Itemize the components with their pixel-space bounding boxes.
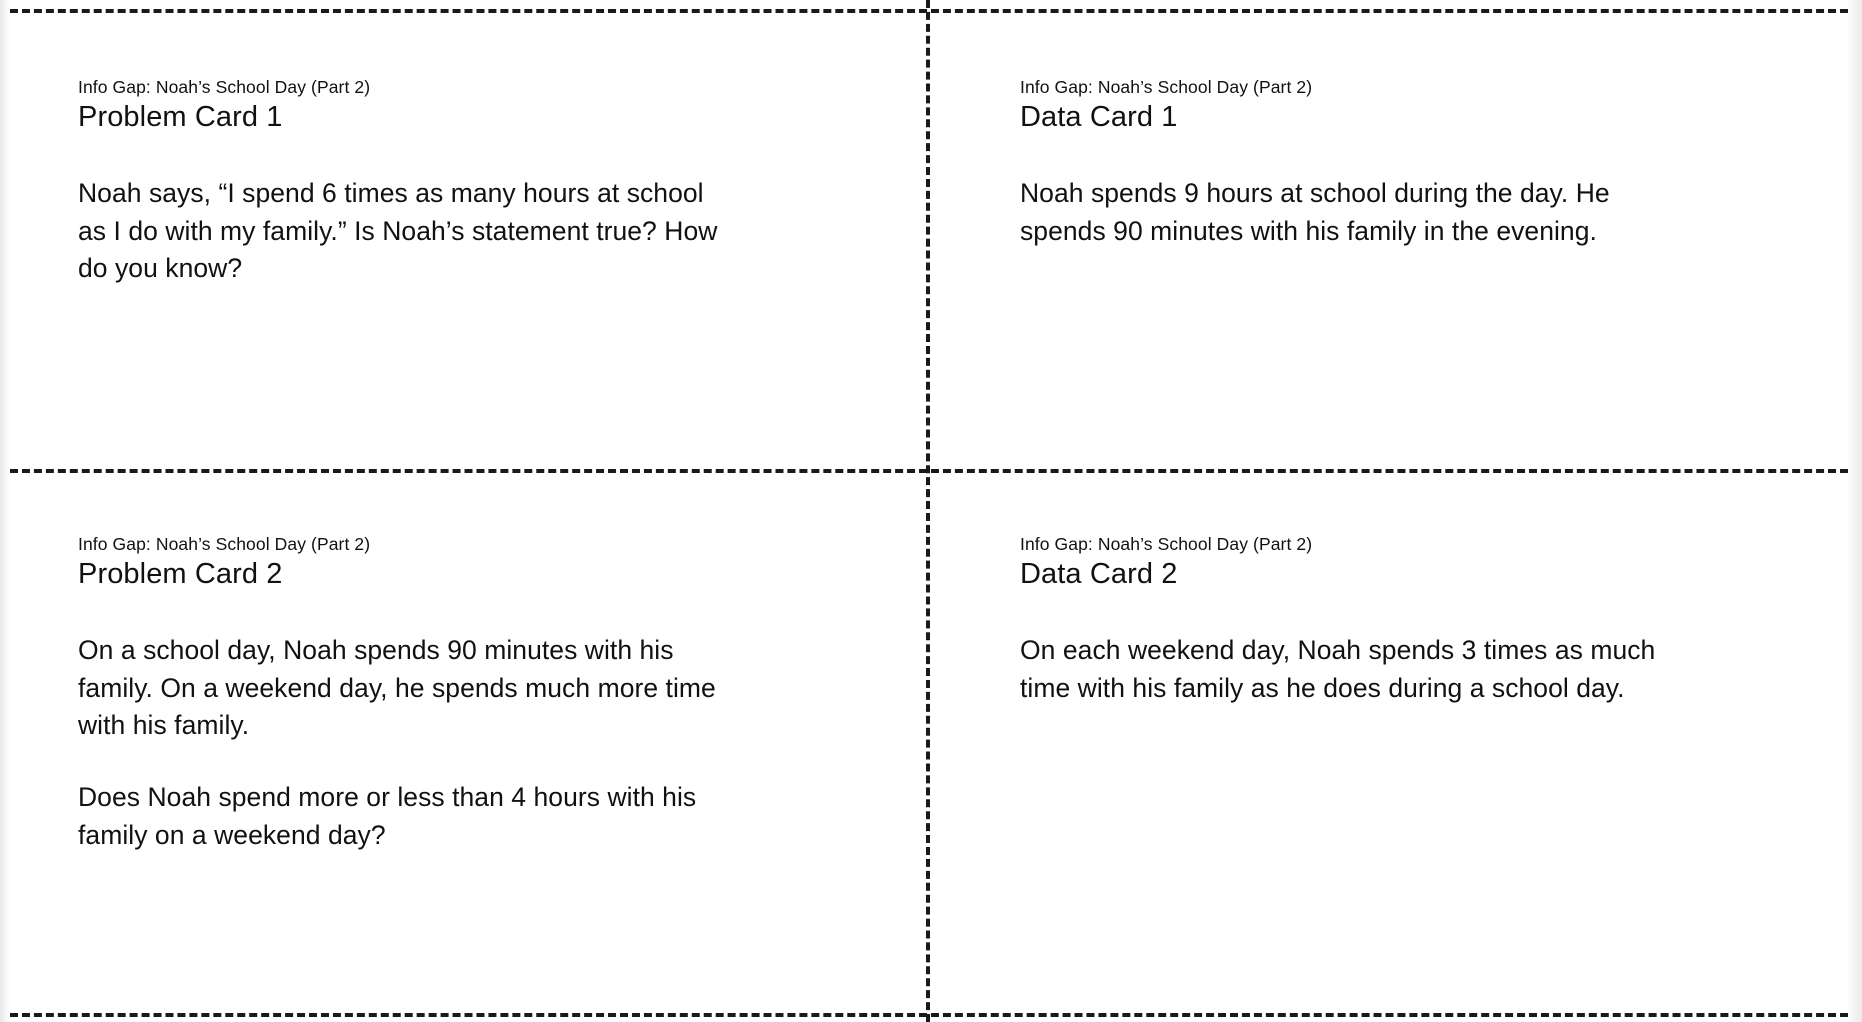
card-data-card-1: Info Gap: Noah’s School Day (Part 2) Dat… [928,0,1862,471]
card-paragraph: Does Noah spend more or less than 4 hour… [78,782,697,850]
card-body: On each weekend day, Noah spends 3 times… [1020,632,1660,707]
card-eyebrow: Info Gap: Noah’s School Day (Part 2) [78,77,371,97]
card-title: Data Card 2 [1020,558,1178,591]
card-paragraph: On a school day, Noah spends 90 minutes … [78,635,716,741]
card-data-card-2: Info Gap: Noah’s School Day (Part 2) Dat… [928,471,1862,1022]
card-body: On a school day, Noah spends 90 minutes … [78,632,718,854]
card-eyebrow: Info Gap: Noah’s School Day (Part 2) [1020,534,1313,554]
card-title: Problem Card 2 [78,558,283,591]
card-eyebrow: Info Gap: Noah’s School Day (Part 2) [78,534,371,554]
cut-line-vertical [926,0,930,1022]
card-problem-card-2: Info Gap: Noah’s School Day (Part 2) Pro… [0,471,928,1022]
card-title: Problem Card 1 [78,101,283,134]
card-paragraph: Noah says, “I spend 6 times as many hour… [78,178,718,284]
card-paragraph: Noah spends 9 hours at school during the… [1020,178,1610,246]
card-title: Data Card 1 [1020,101,1178,134]
card-eyebrow: Info Gap: Noah’s School Day (Part 2) [1020,77,1313,97]
card-problem-card-1: Info Gap: Noah’s School Day (Part 2) Pro… [0,0,928,471]
card-paragraph: On each weekend day, Noah spends 3 times… [1020,635,1656,703]
card-body: Noah spends 9 hours at school during the… [1020,175,1660,250]
card-body: Noah says, “I spend 6 times as many hour… [78,175,718,288]
